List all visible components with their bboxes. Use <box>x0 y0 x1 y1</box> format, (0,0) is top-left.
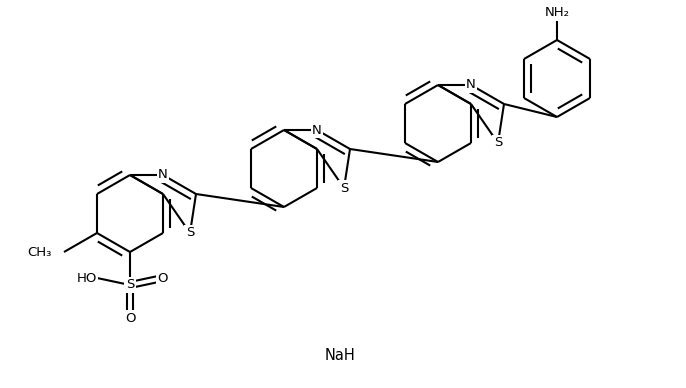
Text: CH₃: CH₃ <box>27 246 52 258</box>
Text: O: O <box>125 312 135 324</box>
Text: NaH: NaH <box>324 348 355 362</box>
Text: S: S <box>340 182 348 194</box>
Text: N: N <box>312 123 322 137</box>
Text: NH₂: NH₂ <box>545 7 569 19</box>
Text: O: O <box>158 272 168 284</box>
Text: S: S <box>126 279 134 291</box>
Text: N: N <box>158 168 168 182</box>
Text: S: S <box>186 227 194 239</box>
Text: S: S <box>494 137 502 149</box>
Text: N: N <box>466 78 476 92</box>
Text: HO: HO <box>77 272 97 284</box>
